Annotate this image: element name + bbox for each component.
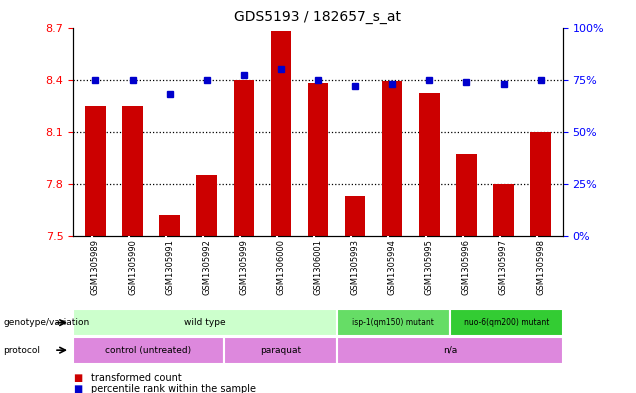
Text: GSM1305989: GSM1305989 — [91, 239, 100, 296]
Text: ■: ■ — [73, 384, 83, 393]
Bar — [122, 106, 142, 236]
Bar — [494, 184, 514, 236]
Text: wild type: wild type — [184, 318, 226, 327]
Text: control (untreated): control (untreated) — [106, 346, 191, 354]
Bar — [73, 337, 224, 364]
Text: GSM1306001: GSM1306001 — [314, 239, 322, 296]
Bar — [271, 31, 291, 236]
Text: GSM1305997: GSM1305997 — [499, 239, 508, 296]
Bar — [530, 132, 551, 236]
Text: nuo-6(qm200) mutant: nuo-6(qm200) mutant — [464, 318, 549, 327]
Bar — [450, 309, 563, 336]
Bar — [337, 309, 450, 336]
Bar — [456, 154, 476, 236]
Bar — [85, 106, 106, 236]
Bar — [197, 175, 217, 236]
Bar — [160, 215, 180, 236]
Text: GSM1305993: GSM1305993 — [350, 239, 359, 296]
Text: genotype/variation: genotype/variation — [3, 318, 90, 327]
Text: GSM1305998: GSM1305998 — [536, 239, 545, 296]
Bar — [337, 337, 563, 364]
Text: ■: ■ — [73, 373, 83, 383]
Text: transformed count: transformed count — [91, 373, 182, 383]
Bar — [345, 196, 365, 236]
Bar — [233, 79, 254, 236]
Bar — [224, 337, 337, 364]
Bar — [73, 309, 337, 336]
Text: GSM1305991: GSM1305991 — [165, 239, 174, 295]
Text: percentile rank within the sample: percentile rank within the sample — [91, 384, 256, 393]
Text: GSM1305999: GSM1305999 — [239, 239, 248, 295]
Text: n/a: n/a — [443, 346, 457, 354]
Text: protocol: protocol — [3, 346, 40, 354]
Text: paraquat: paraquat — [259, 346, 301, 354]
Bar — [308, 83, 328, 236]
Text: isp-1(qm150) mutant: isp-1(qm150) mutant — [352, 318, 434, 327]
Text: GSM1306000: GSM1306000 — [277, 239, 286, 296]
Bar — [419, 94, 439, 236]
Text: GSM1305996: GSM1305996 — [462, 239, 471, 296]
Text: GSM1305995: GSM1305995 — [425, 239, 434, 295]
Bar — [382, 81, 403, 236]
Text: GSM1305992: GSM1305992 — [202, 239, 211, 295]
Title: GDS5193 / 182657_s_at: GDS5193 / 182657_s_at — [235, 10, 401, 24]
Text: GSM1305990: GSM1305990 — [128, 239, 137, 295]
Text: GSM1305994: GSM1305994 — [388, 239, 397, 295]
